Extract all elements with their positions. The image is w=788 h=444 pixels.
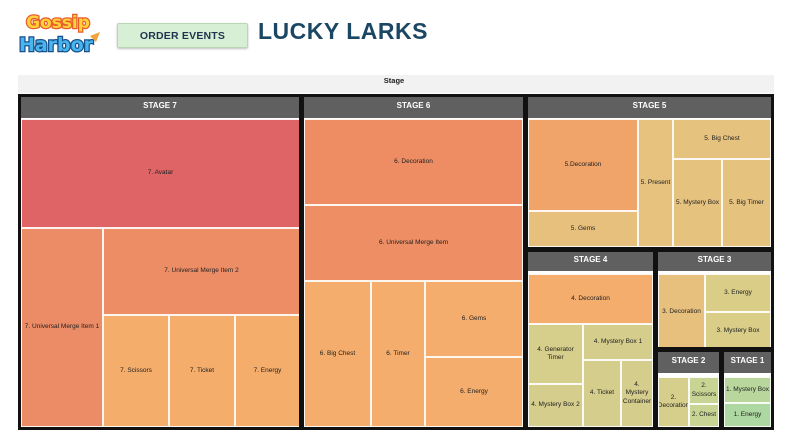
treemap-tile[interactable]: 1. Mystery Box [724,377,771,403]
stage-6-group [301,94,526,430]
stage-7-group [18,94,302,430]
treemap-tile[interactable]: 1. Energy [724,403,771,427]
stage-1-group [721,349,774,430]
page-title: LUCKY LARKS [258,18,428,44]
stage-3-header[interactable]: STAGE 3 [655,249,774,271]
treemap-tile[interactable]: 6. Gems [425,281,523,357]
chart-title: Stage [383,76,405,85]
treemap-tile[interactable]: 7. Avatar [21,119,300,228]
treemap-tile[interactable]: 4. Generator Timer [528,324,583,384]
treemap-tile[interactable]: 3. Energy [705,274,771,312]
treemap-tile[interactable]: 5. Big Chest [673,119,771,159]
treemap-tile[interactable]: 5.Decoration [528,119,638,211]
treemap-tile[interactable]: 4. Mystery Box 1 [583,324,653,360]
treemap-tile[interactable]: 2. Chest [689,404,719,427]
treemap-tile[interactable]: 6. Universal Merge Item [304,205,523,281]
treemap-tile[interactable]: 5. Big Timer [722,159,771,247]
treemap-tile[interactable]: 6. Big Chest [304,281,371,427]
treemap-tile[interactable]: 4. Mystery Box 2 [528,384,583,427]
stage-1-header[interactable]: STAGE 1 [721,349,774,373]
stage-5-header[interactable]: STAGE 5 [525,94,774,118]
treemap-tile[interactable]: 5. Gems [528,211,638,247]
order-events-button[interactable]: ORDER EVENTS [117,23,248,48]
svg-text:Harbor: Harbor [19,34,94,56]
treemap-tile[interactable]: 7. Universal Merge Item 1 [21,228,103,427]
stage-6-header[interactable]: STAGE 6 [301,94,526,118]
treemap-tile[interactable]: 5. Present [638,119,673,247]
stage-7-header[interactable]: STAGE 7 [18,94,302,118]
stage-5-group [525,94,774,250]
stage-4-header[interactable]: STAGE 4 [525,249,656,271]
treemap-tile[interactable]: 2. Decoration [658,377,689,427]
svg-text:Gossip: Gossip [26,13,90,33]
chart-title-bar [18,75,774,93]
treemap-tile[interactable]: 6. Timer [371,281,425,427]
stage-4-group [525,249,656,430]
treemap-tile[interactable]: 6. Decoration [304,119,523,205]
stage-3-group [655,249,774,350]
treemap-tile[interactable]: 3. Mystery Box [705,312,771,350]
treemap-tile[interactable]: 2. Scissors [689,377,719,404]
treemap-tile[interactable]: 7. Scissors [103,315,169,427]
treemap-tile[interactable]: 4. Ticket [583,360,621,427]
treemap-tile[interactable]: 4. Mystery Container [621,360,653,427]
treemap-tile[interactable]: 4. Decoration [528,274,653,324]
treemap-tile[interactable]: 6. Energy [425,357,523,427]
gossip-harbor-logo: Gossip Harbor [12,6,104,60]
treemap-tile[interactable]: 7. Universal Merge Item 2 [103,228,300,315]
treemap-tile[interactable]: 7. Ticket [169,315,235,427]
stage-2-header[interactable]: STAGE 2 [655,349,722,373]
treemap-tile[interactable]: 7. Energy [235,315,300,427]
stage-2-group [655,349,722,430]
treemap-tile[interactable]: 5. Mystery Box [673,159,722,247]
